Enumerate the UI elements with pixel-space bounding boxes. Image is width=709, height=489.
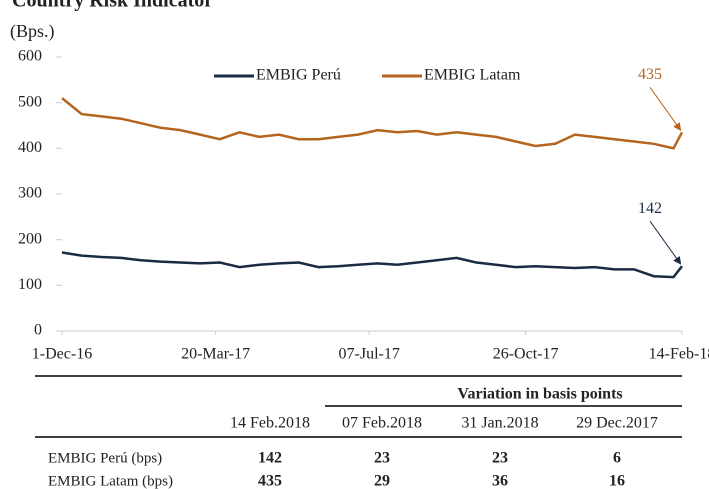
x-tick-label: 07-Jul-17	[339, 346, 400, 363]
legend-label: EMBIG Perú	[256, 67, 341, 84]
x-tick-label: 1-Dec-16	[32, 346, 92, 363]
y-tick-label: 0	[34, 322, 42, 339]
annotation-arrow	[649, 220, 682, 265]
column-header: 14 Feb.2018	[230, 415, 310, 432]
series-line	[61, 251, 683, 279]
annotation-arrow	[649, 87, 682, 131]
y-tick-label: 100	[18, 276, 42, 293]
x-tick-label: 20-Mar-17	[181, 346, 250, 363]
column-header: 31 Jan.2018	[461, 415, 538, 432]
row-label: EMBIG Latam (bps)	[48, 473, 173, 489]
x-tick-label: 14-Feb-18	[649, 346, 709, 363]
row-label: EMBIG Perú (bps)	[48, 450, 162, 466]
column-header: 29 Dec.2017	[576, 415, 658, 432]
legend-label: EMBIG Latam	[424, 67, 521, 84]
cell: 29	[374, 473, 390, 489]
cell: 23	[374, 450, 390, 467]
cell: 23	[492, 450, 508, 467]
table-header: Variation in basis points	[457, 386, 622, 403]
cell: 6	[613, 450, 621, 467]
cell: 435	[258, 473, 282, 489]
x-tick-label: 26-Oct-17	[493, 346, 559, 363]
cell: 142	[258, 450, 282, 467]
y-tick-label: 200	[18, 230, 42, 247]
cell: 36	[492, 473, 508, 489]
series-line	[61, 97, 684, 150]
y-tick-label: 600	[18, 48, 42, 65]
column-header: 07 Feb.2018	[342, 415, 422, 432]
chart-title: Country Risk Indicator	[12, 0, 213, 12]
y-tick-label: 300	[18, 185, 42, 202]
y-tick-label: 400	[18, 139, 42, 156]
cell: 16	[609, 473, 625, 489]
chart-subtitle: (Bps.)	[10, 21, 55, 42]
annotation: 435	[638, 66, 662, 83]
annotation: 142	[638, 200, 662, 217]
y-tick-label: 500	[18, 93, 42, 110]
